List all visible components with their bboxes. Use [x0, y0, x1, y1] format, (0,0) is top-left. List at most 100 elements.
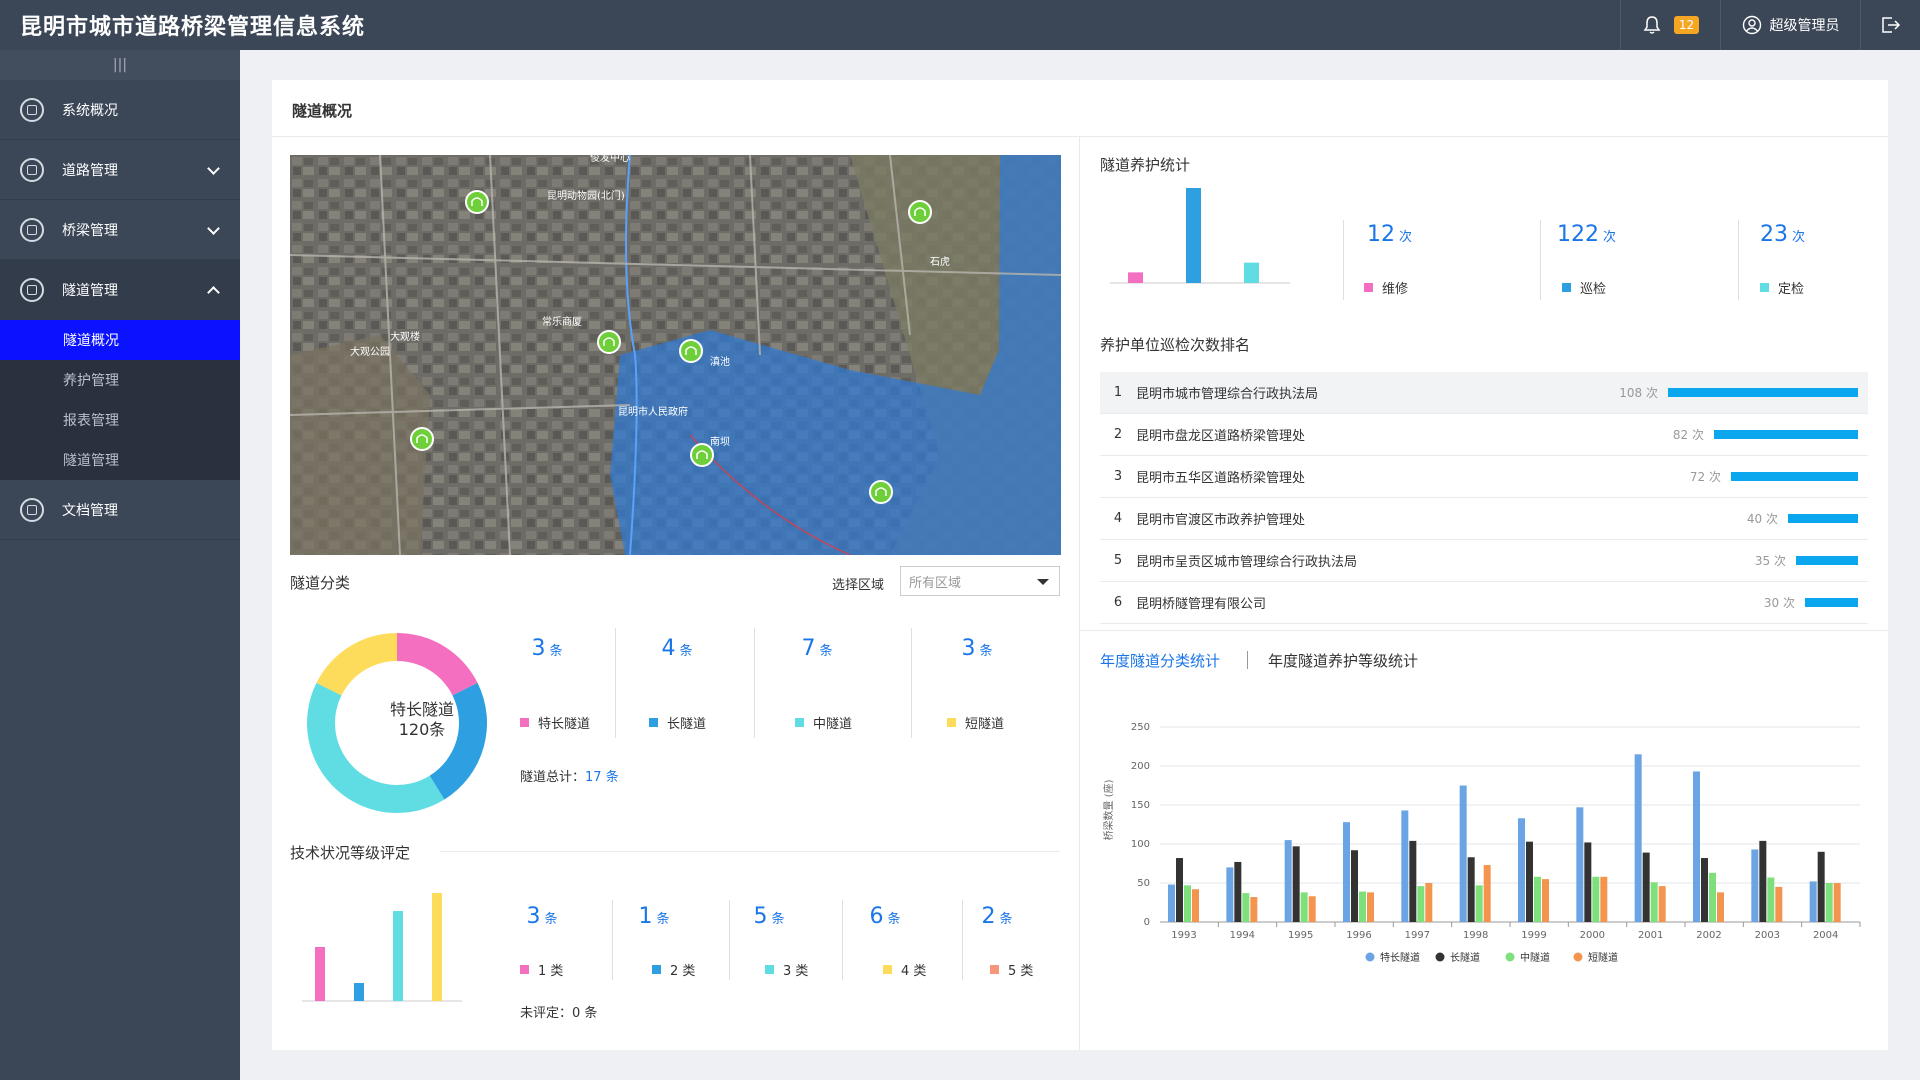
legend-swatch — [765, 965, 774, 974]
notification-button[interactable]: 12 — [1620, 0, 1720, 50]
bar — [1658, 886, 1666, 922]
map-label: 滇池 — [710, 355, 730, 368]
x-tick-label: 1996 — [1346, 930, 1371, 941]
classification-title: 隧道分类 — [290, 574, 351, 592]
stat-unit: 条 — [819, 644, 833, 659]
bar — [1128, 272, 1143, 283]
legend-label: 1 类 — [538, 964, 564, 979]
stat-value: 3 — [961, 636, 976, 661]
rank-unit-name: 昆明市官渡区市政养护管理处 — [1136, 513, 1306, 528]
sidebar-item-overview[interactable]: 系统概况 — [0, 80, 240, 140]
sidebar: ||| 系统概况 道路管理 桥梁管理 隧道管理 隧道概况 养护管理 报表管理 隧… — [0, 50, 240, 1080]
stat-value: 3 — [531, 636, 546, 661]
main-card: 隧道概况 — [272, 80, 1888, 1050]
legend-patrol: 巡检 — [1562, 278, 1606, 297]
top-right-tools: 12 超级管理员 — [1620, 0, 1920, 50]
legend-label: 4 类 — [901, 964, 927, 979]
maint-stat-inspection: 23 次 — [1760, 222, 1805, 247]
stat-value: 5 — [753, 904, 768, 929]
bar — [1767, 877, 1775, 922]
bridge-icon — [20, 217, 44, 242]
x-tick-label: 2002 — [1696, 930, 1721, 941]
donut-slice — [316, 633, 397, 696]
legend-label: 巡检 — [1580, 282, 1607, 297]
bar — [1833, 883, 1841, 922]
bar — [1717, 892, 1724, 922]
divider — [962, 900, 963, 980]
bar — [1367, 892, 1374, 922]
legend-short: 短隧道 — [947, 713, 1004, 732]
x-tick-label: 2004 — [1813, 930, 1838, 941]
sidebar-toggle[interactable]: ||| — [0, 50, 240, 80]
tunnel-icon — [20, 277, 44, 302]
legend-label: 中隧道 — [1520, 951, 1550, 964]
bar — [1343, 822, 1350, 922]
tech-rating-title: 技术状况等级评定 — [290, 844, 411, 862]
sidebar-item-roads[interactable]: 道路管理 — [0, 140, 240, 200]
bar — [1518, 818, 1525, 922]
legend-marker — [1573, 952, 1583, 962]
submenu-item-maintenance[interactable]: 养护管理 — [63, 373, 119, 389]
bar — [315, 947, 325, 1001]
tech-rating-bar-chart — [302, 893, 462, 1002]
user-name: 超级管理员 — [1769, 18, 1840, 34]
user-menu[interactable]: 超级管理员 — [1720, 0, 1860, 50]
legend-label: 特长隧道 — [1380, 951, 1420, 964]
rank-bar — [1668, 388, 1858, 397]
rank-bar — [1731, 472, 1858, 481]
x-tick-label: 1999 — [1521, 930, 1546, 941]
tab-yearly-classification[interactable]: 年度隧道分类统计 — [1100, 652, 1221, 670]
legend-class-4: 4 类 — [883, 960, 926, 979]
ranking-row: 3 昆明市五华区道路桥梁管理处 72 次 — [1100, 456, 1868, 498]
map-canvas: 俊发中心 昆明动物园(北门) 大观楼 大观公园 常乐商厦 昆明市人民政府 滇池 … — [290, 155, 1061, 555]
sidebar-item-bridges[interactable]: 桥梁管理 — [0, 200, 240, 260]
bar — [1542, 879, 1549, 922]
legend-label: 短隧道 — [965, 717, 1005, 732]
tab-yearly-maintenance-level[interactable]: 年度隧道养护等级统计 — [1268, 652, 1419, 670]
submenu-item-tunnel-overview[interactable]: 隧道概况 — [0, 320, 240, 360]
legend-swatch — [1760, 283, 1769, 292]
bar — [1483, 865, 1491, 922]
sidebar-item-tunnels[interactable]: 隧道管理 — [0, 260, 240, 320]
document-icon — [20, 497, 44, 522]
legend-marker — [1435, 952, 1445, 962]
legend-label: 特长隧道 — [538, 717, 591, 732]
rank-unit-name: 昆明市城市管理综合行政执法局 — [1136, 387, 1319, 402]
x-tick-label: 2003 — [1755, 930, 1780, 941]
logout-button[interactable] — [1860, 0, 1920, 50]
rank-index: 4 — [1113, 511, 1123, 526]
legend-marker — [1365, 952, 1375, 962]
logout-icon — [1881, 17, 1900, 33]
submenu-item-reports[interactable]: 报表管理 — [63, 413, 119, 429]
legend-label: 3 类 — [783, 964, 809, 979]
stat-unit: 条 — [887, 912, 901, 927]
bar — [1284, 840, 1292, 922]
x-tick-label: 2001 — [1638, 930, 1663, 941]
bar — [1244, 262, 1259, 283]
stat-unit: 条 — [656, 912, 670, 927]
bar — [1534, 876, 1541, 922]
bar — [1475, 885, 1483, 922]
tunnel-map[interactable]: 俊发中心 昆明动物园(北门) 大观楼 大观公园 常乐商厦 昆明市人民政府 滇池 … — [290, 155, 1061, 555]
divider — [1247, 651, 1248, 669]
submenu-item-tunnel-management[interactable]: 隧道管理 — [63, 453, 119, 469]
divider — [272, 136, 1888, 137]
bar — [1308, 896, 1316, 922]
divider — [612, 900, 613, 980]
sidebar-item-label: 文档管理 — [62, 502, 118, 519]
legend-swatch — [520, 718, 529, 727]
rank-index: 3 — [1113, 469, 1123, 484]
sidebar-item-documents[interactable]: 文档管理 — [0, 480, 240, 540]
region-select[interactable]: 所有区域 — [900, 566, 1060, 596]
legend-inspection: 定检 — [1760, 278, 1804, 297]
page-title: 隧道概况 — [292, 102, 353, 120]
map-label: 昆明市人民政府 — [618, 405, 688, 418]
rank-unit-name: 昆明桥隧管理有限公司 — [1136, 597, 1267, 612]
map-label: 俊发中心 — [590, 155, 630, 164]
ranking-row: 4 昆明市官渡区市政养护管理处 40 次 — [1100, 498, 1868, 540]
app-title: 昆明市城市道路桥梁管理信息系统 — [20, 15, 366, 40]
